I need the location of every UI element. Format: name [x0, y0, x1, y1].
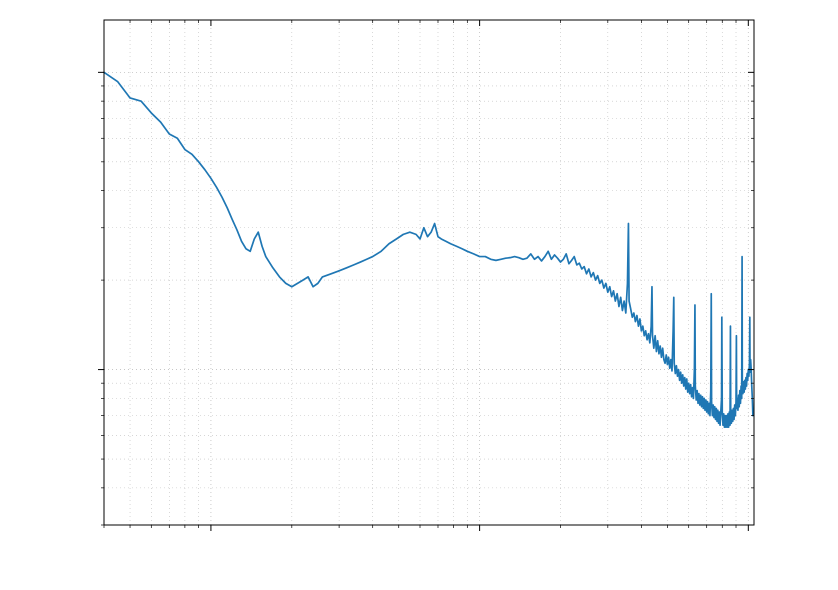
- line-chart: [0, 0, 838, 590]
- chart-container: [0, 0, 838, 590]
